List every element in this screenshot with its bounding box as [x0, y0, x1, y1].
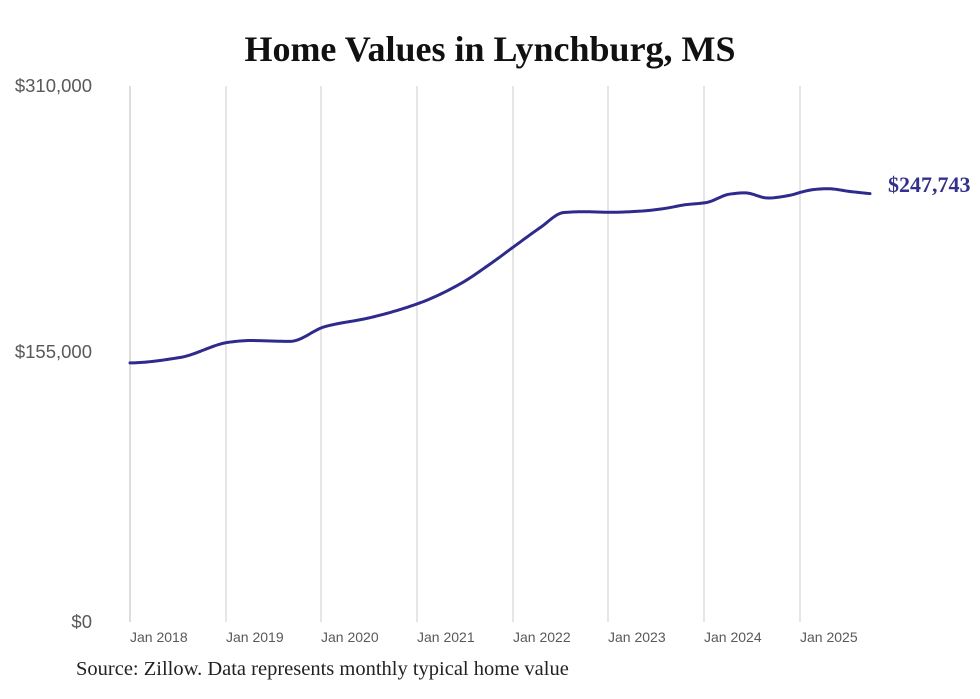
svg-text:$310,000: $310,000 — [15, 75, 92, 96]
svg-text:Jan 2019: Jan 2019 — [226, 629, 284, 645]
svg-text:$155,000: $155,000 — [15, 341, 92, 362]
svg-text:Jan 2024: Jan 2024 — [704, 629, 762, 645]
svg-text:Jan 2022: Jan 2022 — [513, 629, 571, 645]
svg-text:Jan 2023: Jan 2023 — [608, 629, 666, 645]
svg-text:Jan 2018: Jan 2018 — [130, 629, 188, 645]
svg-text:Jan 2021: Jan 2021 — [417, 629, 475, 645]
svg-text:Jan 2020: Jan 2020 — [321, 629, 379, 645]
svg-text:$247,743: $247,743 — [888, 172, 971, 197]
svg-text:Jan 2025: Jan 2025 — [800, 629, 858, 645]
svg-text:$0: $0 — [71, 611, 92, 632]
